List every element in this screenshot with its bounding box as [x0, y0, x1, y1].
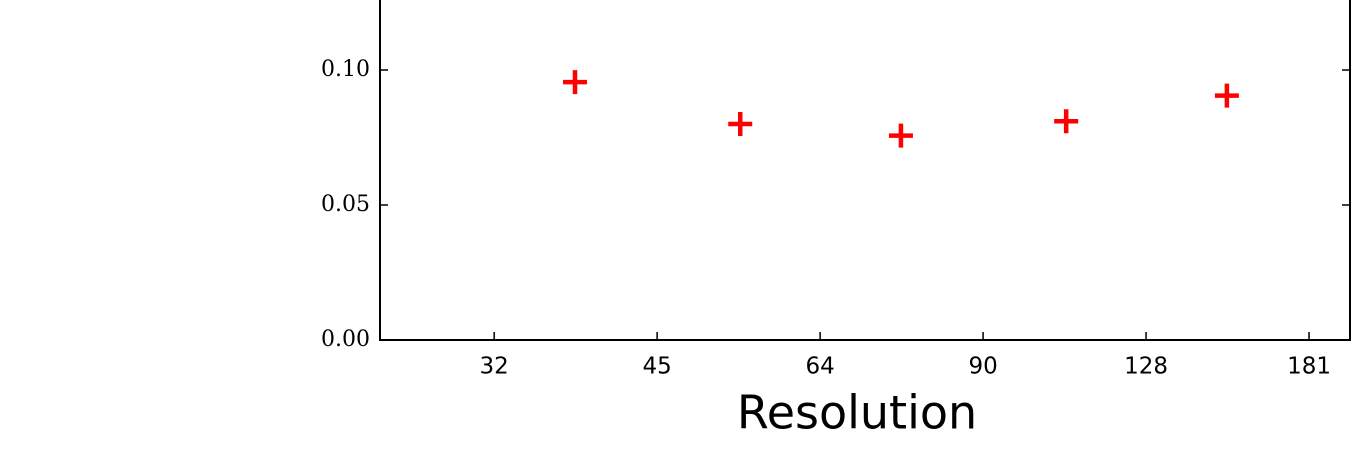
x-axis-label: Resolution: [737, 386, 977, 440]
marker: [728, 112, 753, 136]
x-tick-label: 45: [642, 354, 671, 380]
x-tick-label: 64: [805, 354, 834, 380]
x-tick-label: 128: [1124, 354, 1168, 380]
x-tick-label: 90: [968, 354, 997, 380]
marker: [563, 70, 588, 95]
marker: [1214, 83, 1239, 108]
plot-frame: [379, 0, 1351, 341]
y-tick-label: 0.00: [321, 327, 370, 352]
marker: [888, 123, 913, 148]
marker: [1054, 109, 1079, 134]
y-tick-label: 0.10: [321, 57, 370, 82]
y-tick-label: 0.05: [321, 192, 370, 217]
x-tick-label: 181: [1287, 354, 1331, 380]
x-tick-label: 32: [480, 354, 509, 380]
